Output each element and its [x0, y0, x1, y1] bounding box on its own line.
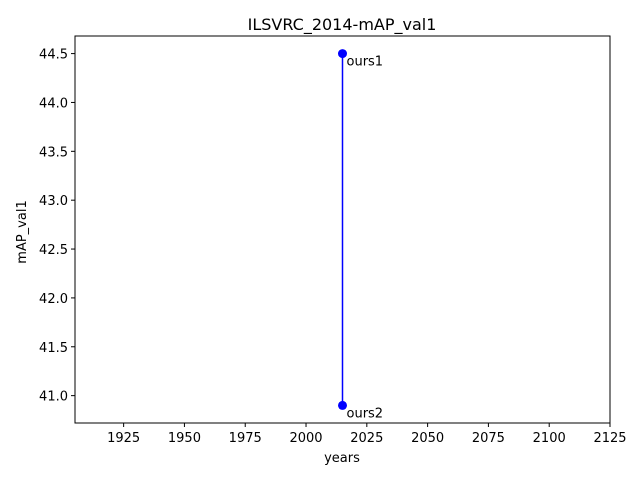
series-layer: ours1 ours2	[338, 49, 383, 421]
y-axis-ticks: 41.0 41.5 42.0 42.5 43.0 43.5 44.0 44.5	[39, 48, 75, 405]
x-tick-label: 2050	[411, 431, 444, 446]
y-tick-label: 43.0	[39, 194, 68, 209]
x-tick-label: 1950	[168, 431, 201, 446]
x-tick-label: 2075	[472, 431, 505, 446]
y-tick-label: 44.0	[39, 96, 68, 111]
x-axis-ticks: 1925 1950 1975 2000 2025 2050 2075 2100 2125	[107, 423, 627, 446]
y-tick-label: 44.5	[39, 48, 68, 63]
x-tick-label: 2100	[533, 431, 566, 446]
x-tick-label: 2000	[289, 431, 322, 446]
x-tick-label: 1925	[107, 431, 140, 446]
y-tick-label: 42.0	[39, 292, 68, 307]
y-tick-label: 42.5	[39, 243, 68, 258]
x-tick-label: 1975	[229, 431, 262, 446]
data-point	[338, 400, 347, 410]
data-point	[338, 49, 347, 59]
y-tick-label: 41.0	[39, 390, 68, 405]
plot-frame	[74, 35, 611, 424]
x-axis-label: years	[324, 451, 360, 466]
y-tick-label: 43.5	[39, 145, 68, 160]
x-tick-label: 2125	[593, 431, 626, 446]
y-axis-label: mAP_val1	[15, 200, 30, 263]
chart-title: ILSVRC_2014-mAP_val1	[248, 15, 437, 35]
x-tick-label: 2025	[350, 431, 383, 446]
point-annotation: ours1	[347, 55, 384, 70]
point-annotation: ours2	[347, 406, 384, 421]
y-tick-label: 41.5	[39, 341, 68, 356]
